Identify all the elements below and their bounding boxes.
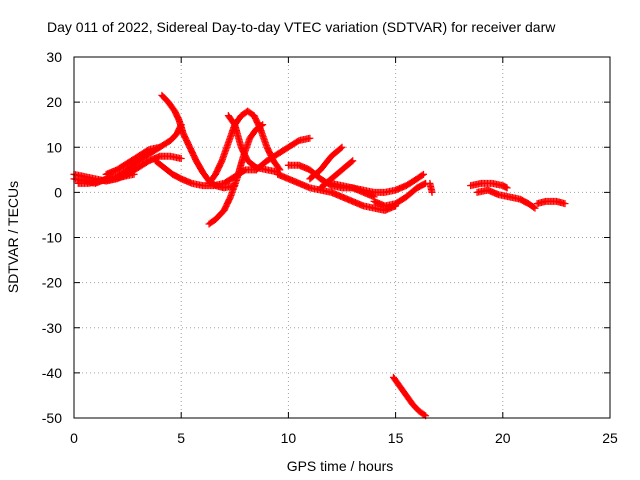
series-arc-18 <box>389 373 430 420</box>
data-point-17-31 <box>420 411 428 419</box>
series-arc-9 <box>224 112 282 176</box>
y-tick-label-1: -40 <box>42 365 62 381</box>
series-arc-13 <box>306 143 346 183</box>
gridlines <box>74 57 610 418</box>
series-arc-16 <box>370 179 430 210</box>
y-axis-ticks: -50 -40 -30 -20 -10 0 10 20 30 <box>42 49 610 426</box>
data-point-14-63 <box>419 170 427 178</box>
series-arc-4 <box>102 143 164 178</box>
chart-title: Day 011 of 2022, Sidereal Day-to-day VTE… <box>47 19 556 35</box>
series-arc-10 <box>252 134 314 174</box>
x-axis-ticks: 0 5 10 15 20 25 <box>70 57 618 446</box>
series-arc-20 <box>473 186 539 212</box>
x-tick-label-4: 20 <box>495 430 511 446</box>
data-point-19-41 <box>531 204 539 212</box>
data-points <box>70 91 569 420</box>
data-point-18-25 <box>503 184 511 192</box>
y-tick-label-7: 20 <box>46 94 62 110</box>
data-point-12-28 <box>337 144 345 152</box>
x-tick-label-0: 0 <box>70 430 78 446</box>
data-point-14-62 <box>418 171 426 179</box>
data-point-13-26 <box>348 158 356 166</box>
data-point-9-40 <box>306 134 314 142</box>
data-point-20-19 <box>561 200 569 208</box>
data-point-3-39 <box>156 143 164 151</box>
data-point-13-27 <box>349 157 357 165</box>
y-axis-label: SDTVAR / TECUs <box>5 181 21 293</box>
series-arc-19 <box>467 179 511 192</box>
x-tick-label-3: 15 <box>388 430 404 446</box>
y-tick-label-4: -10 <box>42 230 62 246</box>
data-point-19-40 <box>530 203 538 211</box>
data-point-16-6 <box>428 188 436 196</box>
series-arc-15 <box>327 170 427 196</box>
y-tick-label-5: 0 <box>54 184 62 200</box>
series-arc-14 <box>317 157 357 192</box>
series-arc-11 <box>274 170 400 214</box>
x-tick-label-1: 5 <box>177 430 185 446</box>
x-tick-label-2: 10 <box>281 430 297 446</box>
plot-frame <box>73 56 611 419</box>
x-axis-label: GPS time / hours <box>287 458 394 474</box>
y-tick-label-2: -30 <box>42 320 62 336</box>
y-tick-label-0: -50 <box>42 410 62 426</box>
series-arc-8 <box>205 107 284 187</box>
series-arc-17 <box>426 179 436 196</box>
data-point-1-74 <box>177 155 185 163</box>
y-tick-label-8: 30 <box>46 49 62 65</box>
y-tick-label-3: -20 <box>42 275 62 291</box>
y-tick-label-6: 10 <box>46 139 62 155</box>
x-tick-label-5: 25 <box>602 430 618 446</box>
data-point-12-29 <box>338 143 346 151</box>
series-arc-3 <box>74 170 138 187</box>
data-point-2-37 <box>130 170 138 178</box>
series-arc-21 <box>533 197 569 208</box>
